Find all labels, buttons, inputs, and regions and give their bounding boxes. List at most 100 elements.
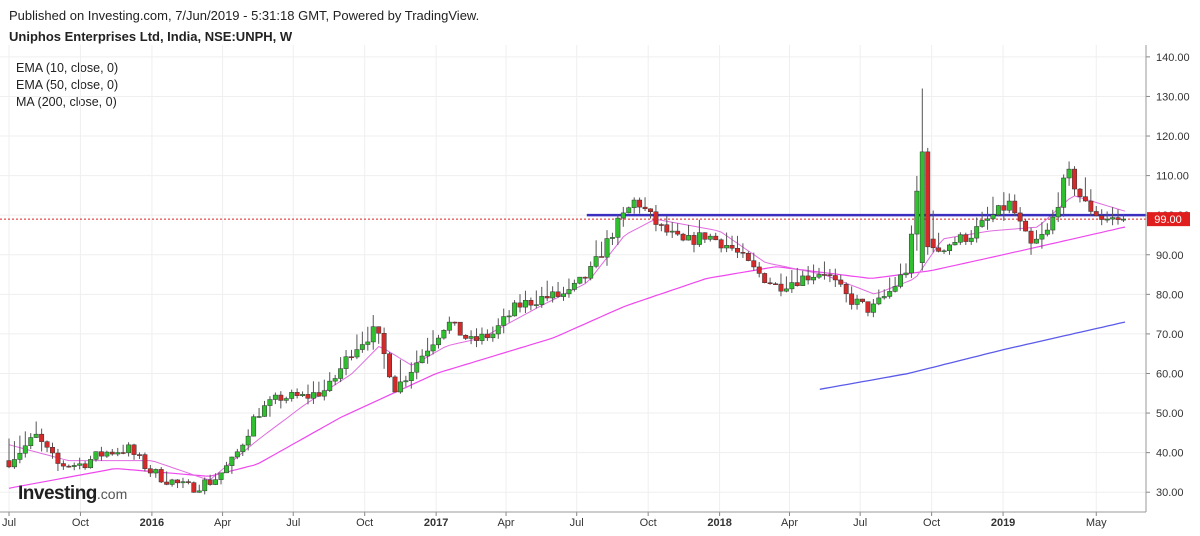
candle-down (599, 256, 605, 258)
candle-up (77, 463, 83, 466)
candle-down (1072, 168, 1077, 190)
candle-down (740, 252, 746, 254)
candle-up (1034, 238, 1039, 244)
candle-up (957, 234, 963, 243)
candle-up (1006, 200, 1012, 211)
indicator-lines (0, 195, 1146, 489)
candle-up (283, 398, 289, 401)
candle-up (419, 355, 425, 364)
candle-up (1061, 177, 1067, 208)
candle-down (637, 199, 643, 208)
candle-down (653, 211, 659, 225)
candle-up (126, 444, 132, 454)
candle-down (756, 266, 762, 274)
candle-down (821, 274, 827, 276)
candle-up (245, 435, 251, 446)
candle-up (321, 390, 327, 397)
candle-down (82, 463, 88, 469)
candle-up (1104, 218, 1110, 221)
chart-axes: 30.0040.0050.0060.0070.0080.0090.00100.0… (0, 45, 1190, 529)
candle-down (191, 482, 197, 493)
candle-up (425, 350, 431, 357)
candle-up (512, 302, 518, 317)
indicator-ema10-label[interactable]: EMA (10, close, 0) (16, 61, 119, 75)
indicator-ma200-label[interactable]: MA (200, close, 0) (16, 95, 117, 109)
x-tick-label: 2019 (991, 517, 1015, 529)
candle-up (262, 405, 267, 417)
indicator-ema50-label[interactable]: EMA (50, close, 0) (16, 78, 119, 92)
candle-down (387, 353, 392, 378)
investing-logo: Investing.com (18, 483, 127, 505)
candle-up (985, 218, 990, 221)
candle-up (696, 232, 702, 245)
candle-up (1120, 218, 1126, 221)
candle-up (22, 445, 28, 454)
candle-up (571, 282, 577, 290)
candle-up (631, 199, 637, 208)
candle-up (365, 341, 371, 345)
candle-down (702, 232, 708, 240)
candle-down (849, 293, 855, 305)
x-tick-label: 2016 (140, 517, 164, 529)
candle-down (642, 206, 648, 210)
y-tick-label: 90.00 (1156, 250, 1184, 262)
y-tick-label: 50.00 (1156, 408, 1184, 420)
candle-down (6, 460, 12, 468)
candle-up (941, 250, 947, 253)
candle-up (234, 451, 240, 458)
candle-up (789, 282, 795, 290)
chart-title: Uniphos Enterprises Ltd, India, NSE:UNPH… (9, 29, 293, 44)
candle-down (1093, 211, 1099, 216)
candle-down (963, 234, 969, 242)
candle-down (131, 444, 137, 455)
candle-up (800, 275, 806, 286)
y-tick-label: 30.00 (1156, 487, 1184, 499)
candle-up (870, 303, 876, 313)
candle-down (1099, 215, 1105, 220)
last-price-label: 99.00 (1154, 214, 1182, 226)
logo-text: Investing (18, 483, 97, 504)
candle-down (936, 247, 942, 252)
candle-down (305, 394, 311, 399)
candle-up (468, 336, 474, 339)
candle-up (397, 381, 403, 393)
candle-down (517, 302, 523, 308)
candle-down (60, 463, 66, 467)
candle-down (50, 447, 55, 454)
candle-up (1039, 234, 1045, 240)
logo-suffix: .com (96, 486, 128, 502)
candle-down (392, 376, 398, 393)
candle-down (1028, 230, 1034, 244)
candle-down (39, 433, 45, 442)
candle-down (843, 284, 849, 295)
candle-down (1012, 200, 1018, 214)
x-tick-label: Apr (781, 517, 798, 529)
x-tick-label: 2017 (424, 517, 448, 529)
candle-up (343, 356, 349, 369)
y-tick-label: 140.00 (1156, 52, 1190, 64)
ma200-line (819, 321, 1126, 390)
candle-up (256, 416, 262, 418)
x-tick-label: May (1086, 517, 1107, 529)
candle-up (892, 286, 898, 292)
candle-up (566, 289, 572, 295)
candle-down (745, 252, 751, 261)
candle-up (707, 235, 713, 240)
last-price-box (1147, 212, 1190, 227)
y-tick-label: 130.00 (1156, 91, 1190, 103)
candle-up (609, 237, 615, 239)
candle-up (974, 226, 980, 239)
candle-down (463, 334, 469, 339)
candle-up (93, 451, 99, 460)
candle-up (550, 291, 556, 299)
candle-down (925, 151, 931, 248)
candle-down (865, 301, 871, 313)
candle-up (240, 444, 246, 453)
candle-up (626, 207, 632, 214)
candle-down (484, 333, 490, 339)
candle-up (218, 472, 224, 480)
candle-up (979, 220, 985, 227)
candle-down (381, 333, 387, 355)
candle-up (370, 326, 376, 343)
